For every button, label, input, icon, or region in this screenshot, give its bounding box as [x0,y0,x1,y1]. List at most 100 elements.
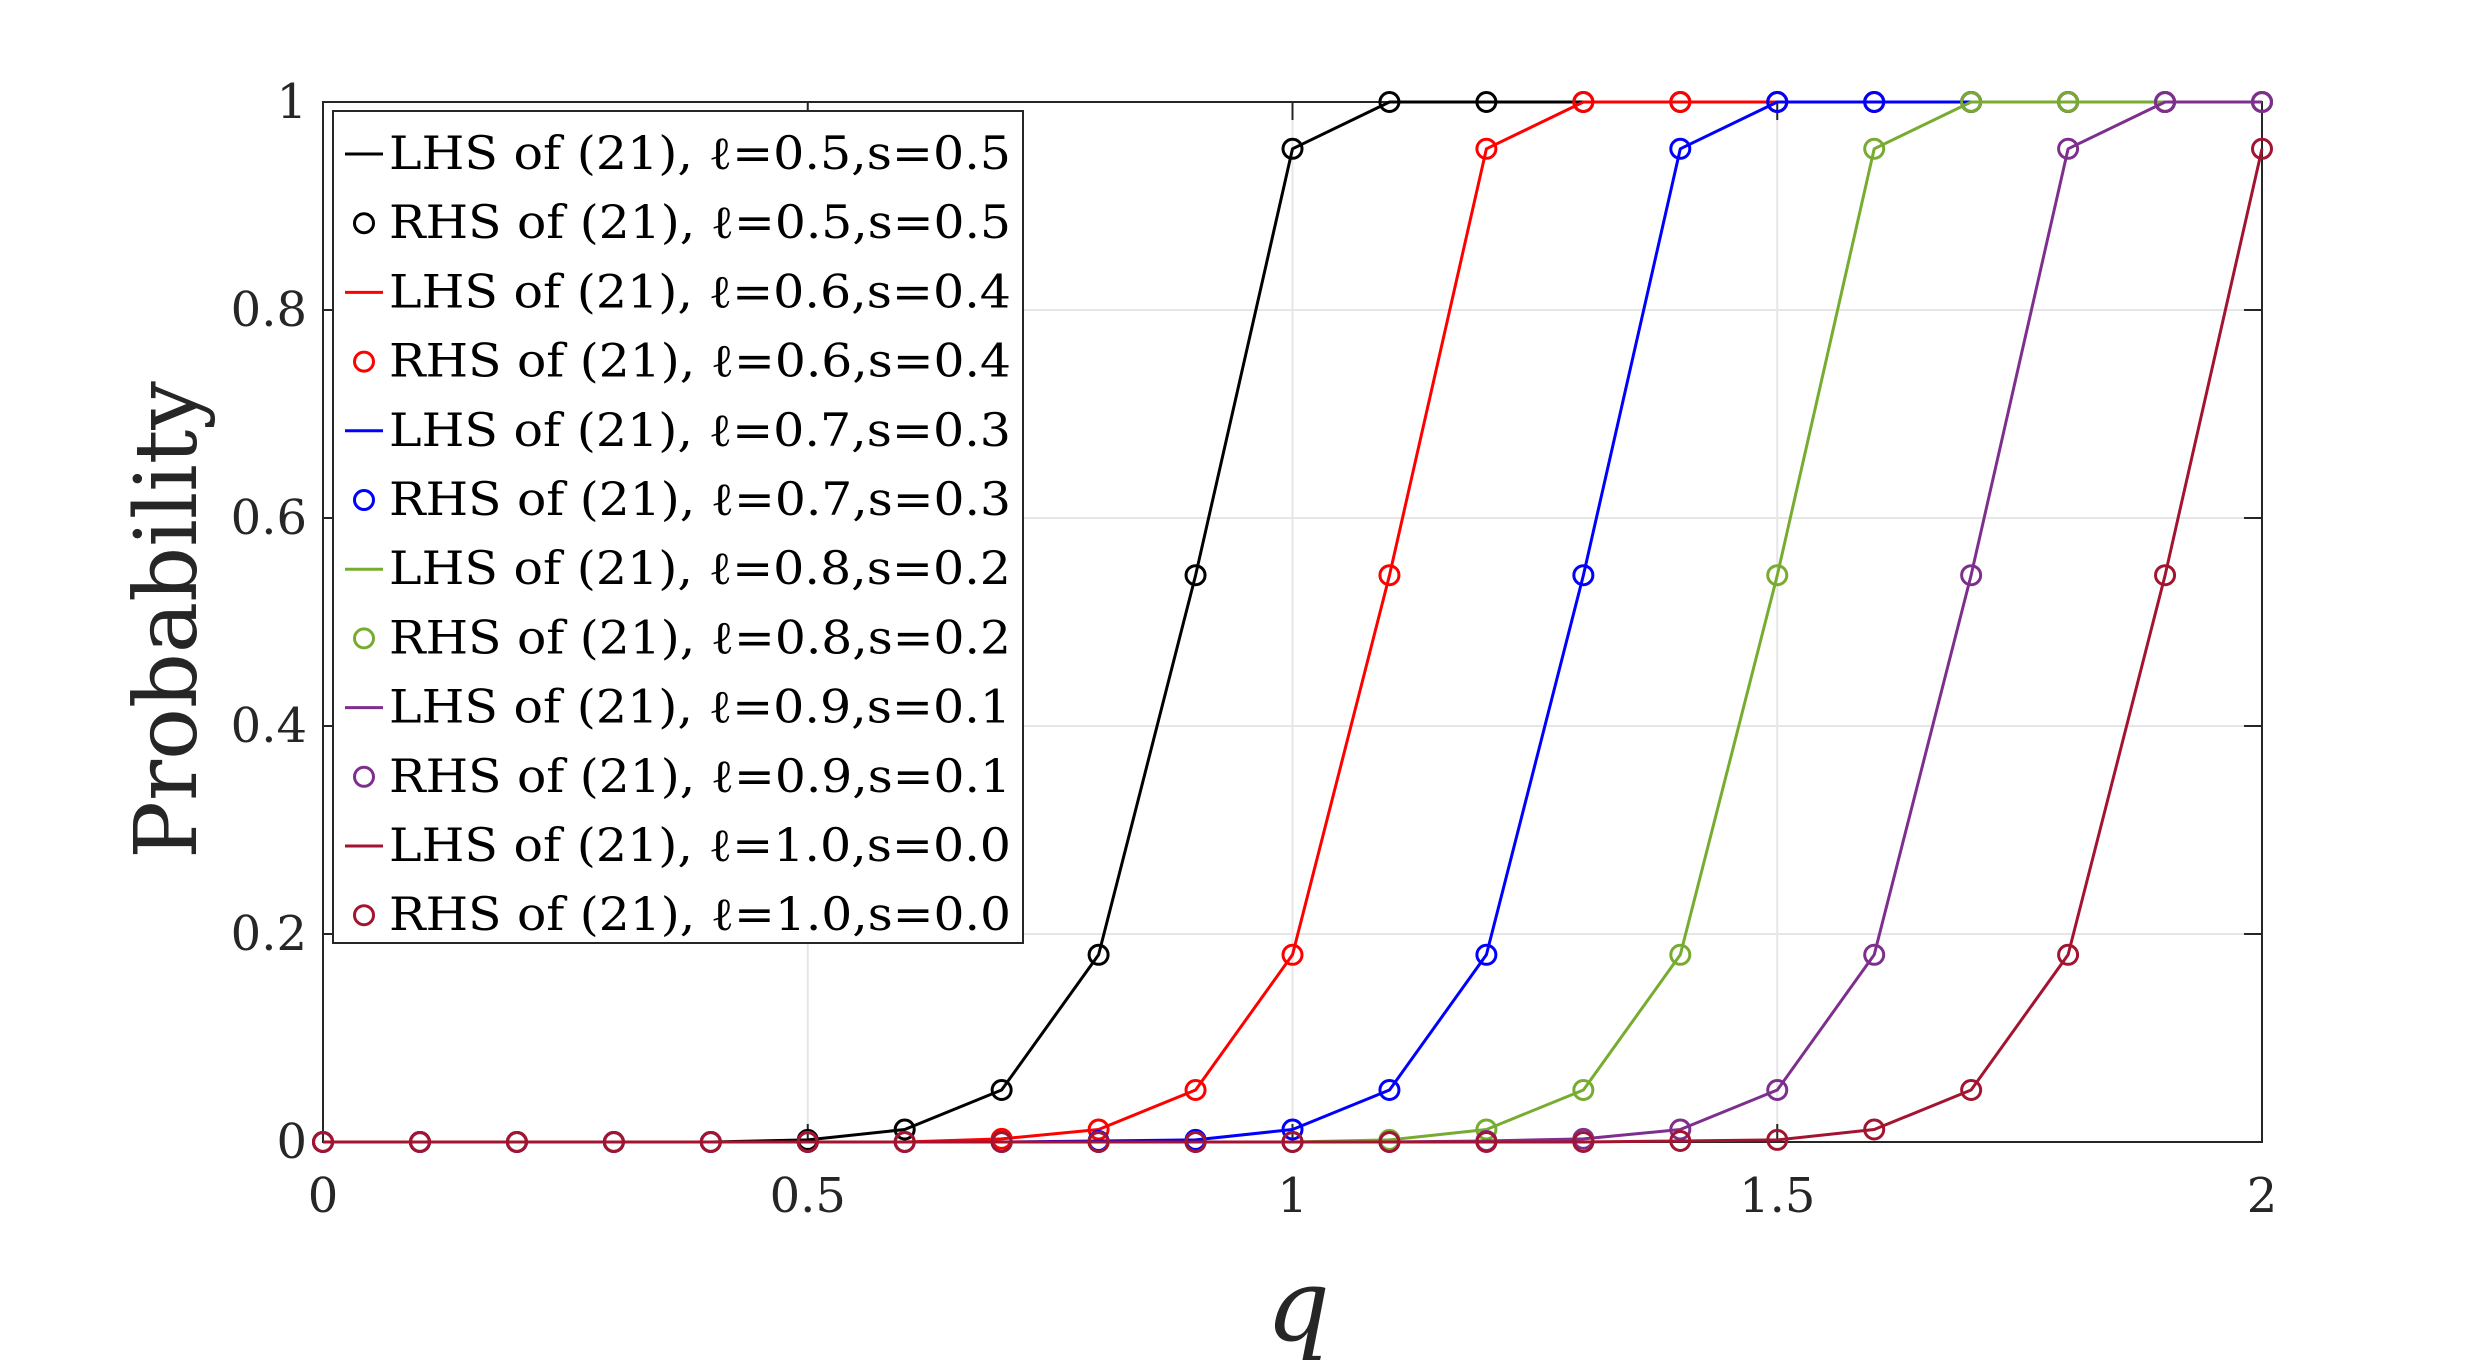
data-point [1669,137,1692,160]
data-point [1184,1079,1207,1101]
legend-entry: LHS of (21), ℓ=0.9,s=0.1 [345,680,1011,734]
data-point [408,1131,431,1153]
data-point [1184,564,1207,587]
legend-label: LHS of (21), ℓ=0.9,s=0.1 [389,680,1011,734]
legend-marker-swatch [353,627,375,650]
data-point [1378,91,1401,113]
data-point [1669,1118,1692,1141]
legend-label: RHS of (21), ℓ=1.0,s=0.0 [389,887,1011,941]
data-point [1960,1079,1983,1101]
y-tick-label: 0.6 [231,490,307,546]
x-axis-label: q [1266,1247,1330,1360]
data-point [1766,1128,1789,1151]
data-point [2251,91,2273,113]
data-point [2154,91,2177,113]
data-point [1378,1131,1401,1153]
legend: LHS of (21), ℓ=0.5,s=0.5 RHS of (21), ℓ=0… [332,110,1024,944]
legend-marker-swatch [353,212,375,235]
data-point [1572,1131,1595,1153]
legend-label: LHS of (21), ℓ=1.0,s=0.0 [389,818,1011,872]
data-point [1475,91,1498,113]
data-point [699,1131,722,1153]
data-point [1863,91,1886,113]
legend-entry: LHS of (21), ℓ=0.5,s=0.5 [345,126,1011,180]
series-markers [312,137,2273,1153]
legend-label: LHS of (21), ℓ=0.8,s=0.2 [389,541,1011,595]
data-point [2154,564,2177,587]
data-point [893,1131,916,1153]
legend-marker-swatch [353,350,375,373]
data-point [1281,1131,1304,1153]
legend-marker-swatch [353,904,375,927]
legend-label: LHS of (21), ℓ=0.5,s=0.5 [389,126,1011,180]
data-point [1669,943,1692,966]
data-point [1669,1129,1692,1152]
data-point [1766,91,1789,113]
data-point [796,1131,819,1153]
legend-label: RHS of (21), ℓ=0.6,s=0.4 [389,334,1011,388]
data-point [602,1131,625,1153]
series-path [323,148,2264,1144]
legend-entry: LHS of (21), ℓ=1.0,s=0.0 [345,818,1011,872]
y-tick-label: 1 [276,74,307,130]
data-point [1863,137,1886,160]
x-tick-label: 1.5 [1739,1168,1815,1224]
legend-entry: RHS of (21), ℓ=0.6,s=0.4 [353,334,1011,388]
legend-entry: LHS of (21), ℓ=0.8,s=0.2 [345,541,1011,595]
legend-entry: RHS of (21), ℓ=1.0,s=0.0 [353,887,1011,941]
data-point [1281,943,1304,966]
legend-marker-swatch [353,765,375,788]
tick-labels: 0 0.5 1 1.5 2 0 0.2 0.4 0.6 0.8 1 [231,74,2278,1224]
legend-entry: LHS of (21), ℓ=0.7,s=0.3 [345,403,1011,457]
legend-entry: RHS of (21), ℓ=0.9,s=0.1 [353,749,1011,803]
data-point [505,1131,528,1153]
legend-entry: LHS of (21), ℓ=0.6,s=0.4 [345,264,1011,318]
y-tick-label: 0.4 [231,698,307,754]
x-tick-label: 0.5 [770,1168,846,1224]
data-point [2057,91,2080,113]
y-tick-label: 0 [276,1114,307,1170]
data-point [1475,943,1498,966]
data-point [1766,564,1789,587]
x-tick-label: 2 [2247,1168,2278,1224]
data-point [1281,137,1304,160]
data-point [1960,564,1983,587]
data-point [990,1131,1013,1153]
data-point [1766,1079,1789,1101]
legend-entry: RHS of (21), ℓ=0.5,s=0.5 [353,195,1011,249]
data-point [1087,1131,1110,1153]
y-axis-label: Probability [117,381,217,859]
y-tick-label: 0.2 [231,906,307,962]
data-point [1960,91,1983,113]
data-point [893,1118,916,1141]
data-point [2057,943,2080,966]
data-point [1669,91,1692,113]
data-point [1378,564,1401,587]
series-layer [312,91,2273,1153]
data-point [2251,137,2273,160]
legend-label: LHS of (21), ℓ=0.6,s=0.4 [389,264,1011,318]
data-point [1475,1118,1498,1141]
legend-label: RHS of (21), ℓ=0.8,s=0.2 [389,610,1011,664]
x-tick-label: 0 [308,1168,339,1224]
data-point [1475,1131,1498,1153]
legend-label: RHS of (21), ℓ=0.9,s=0.1 [389,749,1011,803]
y-tick-label: 0.8 [231,282,307,338]
legend-box [332,110,1024,944]
x-tick-label: 1 [1277,1168,1308,1224]
legend-entry: RHS of (21), ℓ=0.8,s=0.2 [353,610,1011,664]
data-point [1087,1118,1110,1141]
data-point [1863,943,1886,966]
data-point [1184,1131,1207,1153]
data-point [1572,1079,1595,1101]
data-point [1572,91,1595,113]
data-point [1281,1118,1304,1141]
legend-label: RHS of (21), ℓ=0.5,s=0.5 [389,195,1011,249]
data-point [1475,137,1498,160]
legend-label: RHS of (21), ℓ=0.7,s=0.3 [389,472,1011,526]
data-point [1863,1118,1886,1141]
data-point [1378,1079,1401,1101]
legend-label: LHS of (21), ℓ=0.7,s=0.3 [389,403,1011,457]
series-line [323,148,2264,1144]
